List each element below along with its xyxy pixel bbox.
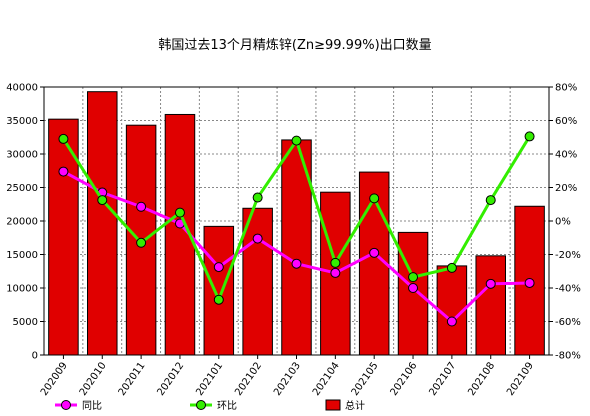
series-point [330, 267, 341, 278]
y-left-tick-label: 25000 [6, 183, 38, 194]
series-point [369, 193, 380, 204]
y-right-tick-label: 0% [555, 217, 571, 228]
bar [242, 207, 273, 356]
bar [203, 225, 235, 356]
x-tick-label: 202010 [78, 360, 109, 398]
y-left-tick-label: 15000 [6, 250, 38, 261]
legend: 同比 环比 总计 [55, 399, 365, 412]
bar [397, 231, 429, 356]
x-tick-label: 202009 [39, 360, 70, 398]
series-point [252, 233, 263, 244]
x-tick-label: 202106 [389, 360, 420, 398]
y-left-tick-label: 30000 [6, 150, 38, 161]
series-point [291, 135, 302, 146]
bar [48, 118, 79, 356]
y-right-tick-label: -80% [555, 351, 581, 362]
series-point [213, 294, 224, 305]
legend-label: 总计 [345, 399, 365, 412]
y-right-tick-label: -20% [555, 250, 581, 261]
chart-title: 韩国过去13个月精炼锌(Zn≥99.99%)出口数量 [158, 38, 431, 53]
series-point [136, 201, 147, 212]
x-tick-label: 202101 [194, 360, 225, 398]
legend-marker [196, 400, 206, 410]
y-right-tick-label: 80% [555, 83, 577, 94]
line-series [58, 131, 535, 327]
series-point [97, 195, 108, 206]
y-left-tick-label: 40000 [6, 83, 38, 94]
y-left-tick-label: 20000 [6, 217, 38, 228]
x-tick-label: 202103 [272, 360, 303, 398]
x-tick-label: 202105 [350, 360, 381, 398]
x-tick-label: 202107 [427, 360, 458, 398]
series-point [369, 247, 380, 258]
series-point [174, 207, 185, 218]
x-tick-label: 202011 [117, 360, 148, 398]
series-point [485, 195, 496, 206]
series-point [446, 316, 457, 327]
y-left-tick-label: 0 [32, 351, 38, 362]
bar [475, 255, 506, 356]
series-point [408, 272, 419, 283]
series-point [58, 133, 69, 144]
y-right-tick-label: -60% [555, 317, 581, 328]
x-tick-label: 202109 [505, 360, 536, 398]
x-tick-label: 202108 [466, 360, 497, 398]
series-point [252, 192, 263, 203]
y-right-tick-label: 20% [555, 183, 577, 194]
series-point [136, 237, 147, 248]
x-tick-label: 202104 [311, 360, 342, 398]
legend-bar-swatch [325, 399, 341, 411]
y-right-tick-label: 60% [555, 116, 577, 127]
series-point [524, 277, 535, 288]
series-point [213, 262, 224, 273]
series-point [58, 166, 69, 177]
legend-label: 环比 [217, 400, 237, 412]
y-left-tick-label: 5000 [13, 317, 38, 328]
series-point [446, 262, 457, 273]
y-left-tick-label: 35000 [6, 116, 38, 127]
y-right-tick-label: 40% [555, 150, 577, 161]
series-point [291, 258, 302, 269]
y-left-tick-label: 10000 [6, 284, 38, 295]
legend-marker [61, 400, 71, 410]
bar-series [48, 91, 545, 356]
series-point [524, 131, 535, 142]
series-point [485, 278, 496, 289]
bar [87, 91, 118, 356]
series-point [408, 283, 419, 293]
legend-label: 同比 [82, 400, 102, 412]
y-right-tick-label: -40% [555, 284, 581, 295]
x-tick-label: 202102 [233, 360, 264, 398]
series-point [330, 257, 341, 268]
x-tick-label: 202012 [156, 360, 187, 398]
